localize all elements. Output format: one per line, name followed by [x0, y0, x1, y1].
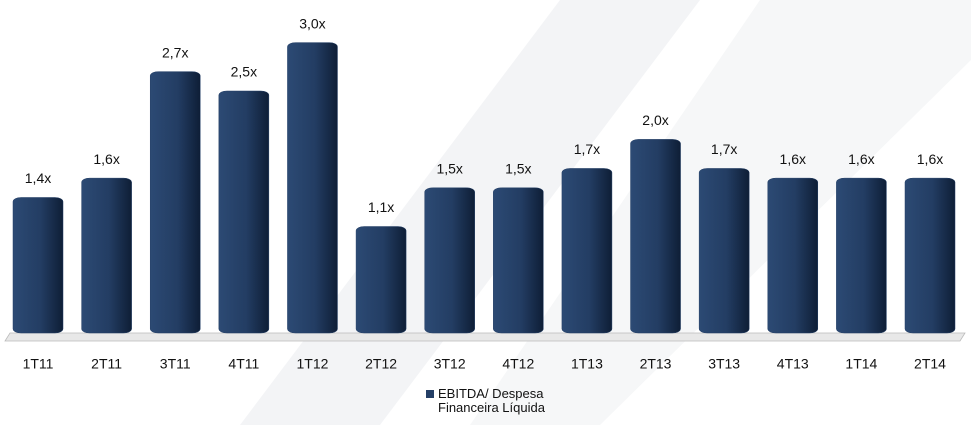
- value-label: 2,0x: [642, 112, 668, 128]
- x-tick-label: 2T12: [365, 356, 397, 372]
- x-tick-label: 2T14: [914, 356, 946, 372]
- bar: [698, 168, 750, 334]
- bar: [493, 187, 544, 334]
- value-label: 1,4x: [25, 170, 51, 186]
- bar: [149, 71, 201, 334]
- legend-swatch: [426, 390, 434, 398]
- bar: [561, 168, 613, 334]
- x-tick-label: 2T11: [91, 356, 122, 372]
- value-label: 1,7x: [574, 141, 600, 157]
- x-tick-label: 1T11: [23, 356, 54, 372]
- legend-label: EBITDA/ Despesa Financeira Líquida: [438, 386, 545, 415]
- value-label: 2,5x: [231, 64, 257, 80]
- bar: [355, 226, 407, 334]
- value-label: 1,6x: [93, 151, 119, 167]
- x-tick-label: 2T13: [640, 356, 672, 372]
- value-label: 1,7x: [711, 141, 737, 157]
- x-tick-label: 1T12: [297, 356, 329, 372]
- x-tick-label: 3T12: [434, 356, 466, 372]
- value-label: 2,7x: [162, 44, 188, 60]
- floor: [4, 332, 966, 342]
- bar: [81, 177, 132, 334]
- bar: [904, 177, 956, 334]
- bar: [424, 187, 475, 334]
- x-tick-label: 3T11: [160, 356, 191, 372]
- value-label: 1,5x: [505, 161, 531, 177]
- x-tick-label: 1T14: [845, 356, 877, 372]
- value-label: 1,6x: [917, 151, 943, 167]
- x-tick-label: 4T13: [777, 356, 809, 372]
- bar: [836, 177, 887, 334]
- bar: [218, 90, 270, 334]
- value-label: 1,6x: [780, 151, 806, 167]
- bar: [630, 139, 681, 334]
- value-label: 1,1x: [368, 199, 394, 215]
- bar: [767, 177, 819, 334]
- value-label: 1,5x: [436, 161, 462, 177]
- x-tick-label: 4T12: [502, 356, 534, 372]
- x-tick-label: 4T11: [228, 356, 259, 372]
- bar: [12, 197, 64, 334]
- legend: EBITDA/ Despesa Financeira Líquida: [426, 387, 556, 415]
- value-label: 1,6x: [848, 151, 874, 167]
- value-label: 3,0x: [299, 15, 325, 31]
- x-tick-label: 1T13: [571, 356, 603, 372]
- bar: [287, 42, 338, 334]
- x-tick-label: 3T13: [708, 356, 740, 372]
